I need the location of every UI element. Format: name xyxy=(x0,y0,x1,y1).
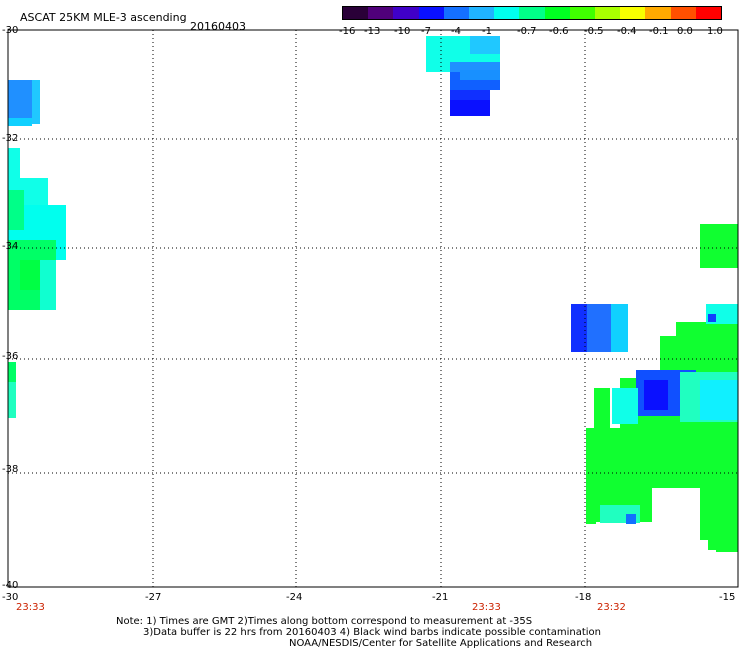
colorbar-segment xyxy=(645,7,671,19)
grid-lines xyxy=(8,30,738,587)
colorbar-label: -4 xyxy=(451,26,461,37)
colorbar-label: -7 xyxy=(421,26,431,37)
colorbar-segment xyxy=(544,7,570,19)
x-tick-label: -24 xyxy=(286,592,303,603)
swath-cell xyxy=(611,304,628,352)
colorbar-label: -0.4 xyxy=(617,26,637,37)
colorbar-label: -0.6 xyxy=(549,26,569,37)
swath-cell xyxy=(571,304,587,352)
swath-cell xyxy=(587,304,611,352)
y-tick-label: -32 xyxy=(2,133,19,144)
swath-cell xyxy=(8,362,16,418)
y-tick-label: -38 xyxy=(2,464,19,475)
colorbar-label: -1 xyxy=(482,26,492,37)
swath-cell xyxy=(8,148,20,178)
colorbar-segment xyxy=(393,7,419,19)
swath-cell xyxy=(660,336,738,376)
swath-cell xyxy=(716,538,738,552)
colorbar-segment xyxy=(519,7,545,19)
colorbar-segment xyxy=(595,7,621,19)
colorbar-label: -0.7 xyxy=(517,26,537,37)
swath-cell xyxy=(8,118,32,126)
x-tick-label: -30 xyxy=(2,592,19,603)
map-frame xyxy=(7,29,739,588)
colorbar-label: -0.5 xyxy=(584,26,604,37)
swath-cell xyxy=(470,36,500,54)
swath-cell xyxy=(586,444,596,524)
swath-cell xyxy=(20,260,40,290)
colorbar-segment xyxy=(469,7,495,19)
time-label: 23:33 xyxy=(16,602,45,613)
colorbar-segment xyxy=(418,7,444,19)
swath-cell xyxy=(460,70,500,80)
colorbar-labels: -16 -13 -10 -7 -4 -1 -0.7 -0.6 -0.5 -0.4 -0.1 0.0 1.… xyxy=(0,27,740,39)
y-tick-label: -30 xyxy=(2,25,19,36)
swath-cell xyxy=(644,380,668,410)
colorbar-segment xyxy=(343,7,369,19)
time-label: 23:33 xyxy=(472,602,501,613)
swath-cell xyxy=(708,314,716,322)
swath-cell xyxy=(8,190,24,230)
colorbar-label: -0.1 xyxy=(649,26,669,37)
colorbar-label: -16 xyxy=(339,26,356,37)
colorbar-label: 1.0 xyxy=(707,26,723,37)
colorbar-label: -13 xyxy=(364,26,381,37)
y-tick-label: -34 xyxy=(2,241,19,252)
colorbar-segment xyxy=(670,7,696,19)
colorbar-segment xyxy=(695,7,722,19)
swath-cell xyxy=(32,80,40,124)
colorbar-segment xyxy=(368,7,394,19)
colorbar-segment xyxy=(620,7,646,19)
product-date: 20160403 xyxy=(190,20,246,33)
swath-cell xyxy=(612,388,638,424)
swath-cell xyxy=(450,100,490,116)
swath-cell xyxy=(450,90,490,100)
colorbar-label: 0.0 xyxy=(677,26,693,37)
swath-cell xyxy=(626,514,636,524)
time-label: 23:32 xyxy=(597,602,626,613)
note-line-1: Note: 1) Times are GMT 2)Times along bot… xyxy=(116,616,533,627)
swath-cell xyxy=(426,62,450,72)
swath-cell xyxy=(40,260,56,310)
y-tick-label: -40 xyxy=(2,580,19,591)
colorbar-label: -10 xyxy=(394,26,411,37)
colorbar-segment xyxy=(443,7,470,19)
swath-cell xyxy=(700,380,738,420)
swath-cell xyxy=(450,62,500,72)
x-tick-label: -27 xyxy=(145,592,162,603)
colorbar-segment xyxy=(494,7,520,19)
x-tick-label: -15 xyxy=(719,592,736,603)
note-line-3: NOAA/NESDIS/Center for Satellite Applica… xyxy=(289,638,593,649)
swath-cell xyxy=(8,362,16,382)
swath-cell xyxy=(594,388,610,436)
colorbar xyxy=(342,6,722,20)
note-line-2: 3)Data buffer is 22 hrs from 20160403 4)… xyxy=(143,627,601,638)
swath-cell xyxy=(700,224,738,268)
colorbar-segment xyxy=(569,7,596,19)
y-tick-label: -36 xyxy=(2,351,19,362)
x-tick-label: -18 xyxy=(575,592,592,603)
product-title: ASCAT 25KM MLE-3 ascending xyxy=(20,11,187,24)
swath-data xyxy=(8,36,738,552)
x-tick-label: -21 xyxy=(432,592,449,603)
